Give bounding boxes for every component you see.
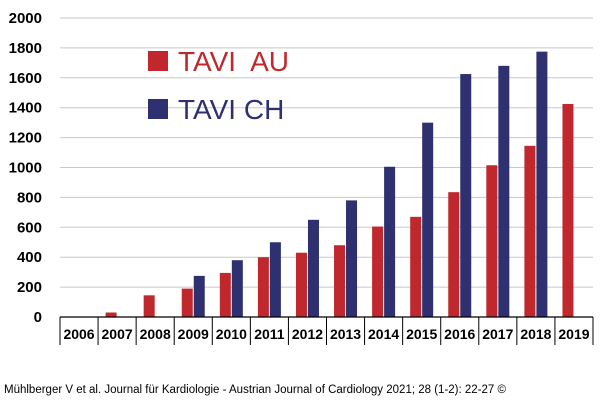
bar-tavi-au-2017 xyxy=(486,165,498,317)
y-tick-label: 200 xyxy=(17,279,42,296)
bar-tavi-ch-2010 xyxy=(231,260,243,317)
x-axis: 2006 2007 2008 2009 2010 2011 2012 2013 2014 2015… xyxy=(59,316,594,345)
x-tick-label: 2012 xyxy=(292,326,323,342)
y-tick-label: 1400 xyxy=(9,100,42,117)
bar-tavi-au-2011 xyxy=(257,257,269,317)
y-tick-label: 1000 xyxy=(9,160,42,177)
y-axis-ticks: 0 200 400 600 800 1000 1200 1400 1600 1800 2000 xyxy=(9,10,42,326)
bar-tavi-ch-2011 xyxy=(269,242,281,317)
x-tick-label: 2018 xyxy=(520,326,551,342)
bar-tavi-au-2016 xyxy=(448,192,460,317)
bar-tavi-au-2012 xyxy=(295,252,307,317)
legend-label-tavi-ch: TAVI CH xyxy=(178,94,284,125)
x-tick-label: 2006 xyxy=(63,326,94,342)
bar-tavi-au-2015 xyxy=(410,216,422,317)
y-tick-label: 1800 xyxy=(9,40,42,57)
y-tick-label: 2000 xyxy=(9,10,42,27)
bar-chart: 0 200 400 600 800 1000 1200 1400 1600 1800 2000 20… xyxy=(9,10,594,345)
x-tick-label: 2019 xyxy=(558,326,589,342)
legend-swatch-tavi-ch xyxy=(148,99,168,119)
y-tick-label: 0 xyxy=(34,309,42,326)
bar-tavi-au-2009 xyxy=(181,288,193,317)
legend-label-tavi-au: TAVI AU xyxy=(178,46,289,77)
bar-tavi-ch-2016 xyxy=(460,74,472,317)
x-tick-label: 2014 xyxy=(368,326,399,342)
bar-tavi-ch-2015 xyxy=(422,122,434,318)
bar-tavi-au-2008 xyxy=(143,295,155,317)
x-tick-label: 2010 xyxy=(216,326,247,342)
x-tick-label: 2008 xyxy=(140,326,171,342)
bars xyxy=(105,51,574,318)
x-tick-label: 2016 xyxy=(444,326,475,342)
bar-tavi-ch-2018 xyxy=(536,51,548,317)
y-tick-label: 800 xyxy=(17,189,42,206)
bar-tavi-au-2007 xyxy=(105,312,117,317)
bar-tavi-ch-2017 xyxy=(498,65,510,317)
x-tick-label: 2011 xyxy=(254,326,285,342)
legend: TAVI AU TAVI CH xyxy=(148,46,289,125)
bar-tavi-au-2019 xyxy=(562,103,574,318)
x-tick-label: 2015 xyxy=(406,326,437,342)
y-tick-label: 400 xyxy=(17,249,42,266)
bar-tavi-au-2013 xyxy=(334,245,346,317)
x-tick-label: 2007 xyxy=(102,326,133,342)
bar-tavi-ch-2009 xyxy=(193,275,205,317)
legend-swatch-tavi-au xyxy=(148,51,168,71)
x-tick-label: 2017 xyxy=(482,326,513,342)
x-tick-label: 2009 xyxy=(178,326,209,342)
bar-tavi-au-2010 xyxy=(219,272,231,317)
bar-tavi-ch-2012 xyxy=(307,219,319,317)
bar-tavi-ch-2014 xyxy=(384,166,396,317)
citation: Mühlberger V et al. Journal für Kardiolo… xyxy=(4,384,506,396)
bar-tavi-au-2014 xyxy=(372,226,384,317)
x-tick-label: 2013 xyxy=(330,326,361,342)
y-tick-label: 600 xyxy=(17,219,42,236)
y-tick-label: 1200 xyxy=(9,130,42,147)
y-tick-label: 1600 xyxy=(9,70,42,87)
bar-tavi-au-2018 xyxy=(524,145,536,317)
gridlines xyxy=(60,17,593,318)
bar-tavi-ch-2013 xyxy=(346,200,358,317)
